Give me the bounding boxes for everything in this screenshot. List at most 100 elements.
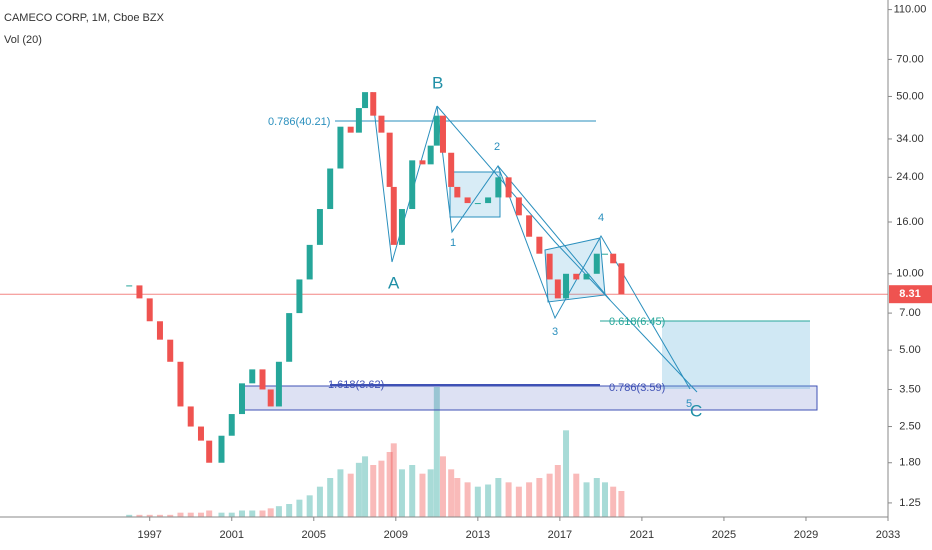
annotation: 1.618(3.62) — [328, 379, 384, 391]
candle — [126, 285, 133, 287]
x-tick-label: 2025 — [712, 529, 736, 541]
volume-bar — [409, 465, 416, 517]
volume-bar — [136, 514, 143, 517]
volume-bar — [259, 510, 266, 517]
x-tick-label: 2013 — [466, 529, 490, 541]
volume-bar — [474, 486, 481, 517]
axes: 1.25 1.80 2.50 3.50 5.00 7.00 10.00 16.00 24.00 3… — [137, 3, 932, 541]
candle — [386, 132, 393, 187]
candle — [156, 321, 163, 340]
target-zone — [662, 321, 810, 389]
candle — [583, 273, 590, 280]
volume-bar — [464, 482, 471, 517]
subtitle: Vol (20) — [4, 34, 42, 46]
volume-bar — [238, 510, 245, 517]
volume-bar — [156, 514, 163, 517]
volume-bar — [583, 482, 590, 517]
volume-bar — [505, 482, 512, 517]
x-tick-label: 2009 — [384, 529, 408, 541]
x-tick-label: 1997 — [137, 529, 161, 541]
candle — [427, 145, 434, 165]
wave-line — [497, 165, 611, 301]
candle — [259, 369, 266, 390]
annotation: 2 — [494, 141, 500, 153]
volume-bar — [593, 478, 600, 517]
candle — [275, 361, 282, 407]
y-tick-label: 1.25 — [899, 497, 920, 509]
volume-bar — [454, 478, 461, 517]
candle — [536, 236, 543, 254]
y-tick-label: 10.00 — [896, 268, 924, 280]
volume-bar — [439, 456, 446, 517]
volume-bar — [386, 452, 393, 517]
volume-bar — [515, 486, 522, 517]
x-tick-label: 2021 — [630, 529, 654, 541]
candle — [563, 273, 570, 299]
volume-bar — [554, 465, 561, 517]
candle — [526, 215, 533, 237]
volume-bar — [167, 514, 174, 517]
volume-bar — [267, 508, 274, 517]
candle — [593, 253, 600, 274]
volume-bar — [378, 460, 385, 517]
annotation: 0.786(40.21) — [268, 116, 330, 128]
candle — [347, 126, 354, 133]
candle — [228, 414, 235, 436]
candle — [439, 115, 446, 153]
candle — [515, 197, 522, 216]
volume-bar — [275, 506, 282, 517]
volume-bar — [177, 512, 184, 517]
candle — [316, 209, 323, 245]
volume-bar — [601, 482, 608, 517]
volume-bar — [563, 430, 570, 517]
candle — [167, 339, 174, 362]
candle — [218, 435, 225, 463]
y-tick-label: 70.00 — [896, 53, 924, 65]
last-price-box — [889, 285, 932, 304]
candle — [485, 197, 492, 204]
candle — [495, 177, 502, 198]
volume-bar — [546, 473, 553, 517]
volume-bar — [355, 462, 362, 517]
candle — [370, 92, 377, 116]
volume-bar — [249, 510, 256, 517]
candle — [306, 244, 313, 280]
y-tick-label: 7.00 — [899, 307, 920, 319]
y-tick-label: 5.00 — [899, 344, 920, 356]
candle — [296, 279, 303, 314]
volume-bar — [495, 478, 502, 517]
volume-bar — [433, 387, 440, 517]
candle — [601, 253, 608, 255]
candle — [474, 203, 481, 205]
volume-bar — [197, 512, 204, 517]
x-tick-label: 2033 — [876, 529, 900, 541]
candle — [409, 160, 416, 210]
x-tick-label: 2029 — [794, 529, 818, 541]
candle — [398, 209, 405, 245]
volume-bar — [206, 510, 213, 517]
candle — [136, 285, 143, 299]
volume-bar — [362, 456, 369, 517]
candle — [618, 263, 625, 295]
candle — [610, 253, 617, 264]
volume-bar — [536, 478, 543, 517]
volume-bar — [618, 491, 625, 517]
y-tick-label: 110.00 — [894, 3, 927, 15]
candle — [390, 186, 397, 245]
volume-bar — [347, 473, 354, 517]
volume-bar — [296, 499, 303, 517]
y-tick-label: 2.50 — [899, 420, 920, 432]
volume-bar — [218, 512, 225, 517]
volume-bar — [370, 465, 377, 517]
candle — [505, 177, 512, 198]
candle — [454, 186, 461, 198]
volume-bar — [126, 514, 133, 517]
y-tick-label: 3.50 — [899, 383, 920, 395]
annotation: 3 — [552, 326, 558, 338]
volume-bar — [286, 504, 293, 517]
candle — [337, 126, 344, 169]
annotation: B — [432, 73, 443, 92]
candle — [197, 426, 204, 441]
